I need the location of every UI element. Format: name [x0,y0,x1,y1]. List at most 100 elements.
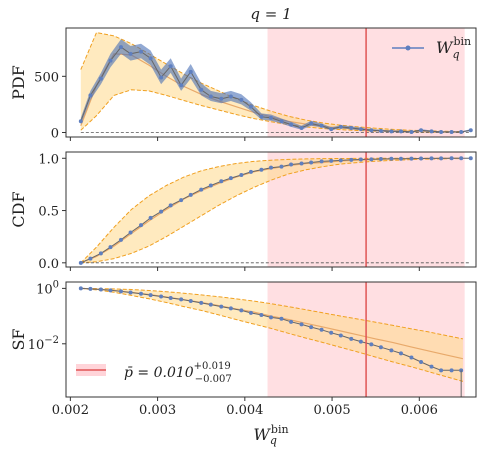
data-point [349,126,354,131]
y-tick-label: 100 [36,279,59,297]
data-point [449,129,454,134]
data-point [179,198,184,203]
data-point [289,319,294,324]
data-point [329,158,334,163]
data-point [228,176,233,181]
data-point [88,286,93,291]
legend-p-label: p̄ = 0.010+0.019 −0.007 [124,361,232,385]
data-point [179,297,184,302]
data-point [199,187,204,192]
data-point [159,209,164,214]
data-point [179,83,184,88]
data-point [139,223,144,228]
data-point [128,290,133,295]
data-point [429,129,434,134]
x-tick-label: 0.004 [226,403,263,418]
data-point [349,336,354,341]
data-point [279,119,284,124]
data-point [148,293,153,298]
panel-frame [65,151,477,268]
figure-title: q = 1 [250,5,291,23]
x-tick-label: 0.003 [139,403,176,418]
data-point [199,87,204,92]
y-axis-label: CDF [9,191,28,227]
data-point [319,123,324,128]
fit-band [80,158,463,263]
sf-panel: 100 10−2SF p̄ = 0.010+0.019 −0.007 [9,279,477,401]
data-point [148,56,153,61]
data-point [128,51,133,56]
data-point [78,286,83,291]
legend-label: Wqbin [436,35,471,61]
data-point [168,64,173,69]
data-point [319,159,324,164]
data-point [188,192,193,197]
data-point [338,124,343,129]
data-point [289,122,294,127]
y-tick-label: 500 [34,70,59,85]
y-axis-label: PDF [9,65,28,100]
data-point [98,287,103,292]
data-point [449,156,454,161]
x-axis-label: Wqbin [253,423,288,447]
data-point [279,164,284,169]
y-tick-label: 0.0 [38,257,59,272]
data-point [228,306,233,311]
data-point [329,127,334,132]
data-point [299,161,304,166]
data-point [338,333,343,338]
data-point [118,237,123,242]
data-point [468,156,473,161]
data-point [78,260,83,265]
y-tick-label: 1.0 [38,152,59,167]
data-point [378,345,383,350]
data-point [139,291,144,296]
data-point [309,160,314,165]
data-point [398,351,403,356]
data-point [159,75,164,80]
fit-band-lower [80,158,463,264]
fit-band-lower [80,287,464,382]
data-point [108,288,113,293]
fit-band-upper [80,157,463,264]
data-point [98,76,103,81]
data-point [429,156,434,161]
data-point [139,49,144,54]
data-point [409,156,414,161]
y-tick-label: 10−2 [28,335,59,353]
fit-band-upper [80,287,463,340]
data-point [88,93,93,98]
fit-band [80,288,463,382]
data-point [88,256,93,261]
data-point [248,104,253,109]
data-point [439,129,444,134]
panel-frame [65,27,477,138]
data-point [369,128,374,133]
data-point [219,96,224,101]
data-point [409,355,414,360]
pdf-panel: 0 500 PDF Wqbin [9,27,477,142]
data-point [329,330,334,335]
data-point [108,58,113,63]
data-point [159,294,164,299]
data-point [309,121,314,126]
y-tick-label: 0.5 [38,205,59,220]
data-point [358,339,363,344]
data-point [419,156,424,161]
data-point [439,156,444,161]
data-point [459,129,464,134]
x-tick-label: 0.006 [401,403,438,418]
data-point [208,94,213,99]
data-point [279,316,284,321]
data-point [338,158,343,163]
data-line [80,46,471,133]
data-point [299,322,304,327]
data-point [259,167,264,172]
data-point [289,162,294,167]
data-point [299,126,304,131]
data-point [309,325,314,330]
data-point [378,128,383,133]
plot-area-1 [78,152,473,267]
y-tick-label: 0 [51,127,59,142]
